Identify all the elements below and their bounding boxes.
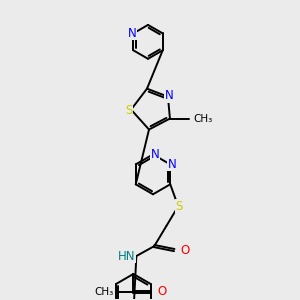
Text: N: N [151, 148, 159, 161]
Text: N: N [168, 158, 177, 171]
Text: N: N [128, 27, 137, 40]
Text: CH₃: CH₃ [94, 287, 113, 297]
Text: O: O [157, 285, 167, 298]
Text: HN: HN [118, 250, 135, 262]
Text: S: S [176, 200, 183, 213]
Text: CH₃: CH₃ [194, 114, 213, 124]
Text: S: S [125, 104, 133, 117]
Text: O: O [180, 244, 190, 256]
Text: N: N [165, 89, 173, 102]
